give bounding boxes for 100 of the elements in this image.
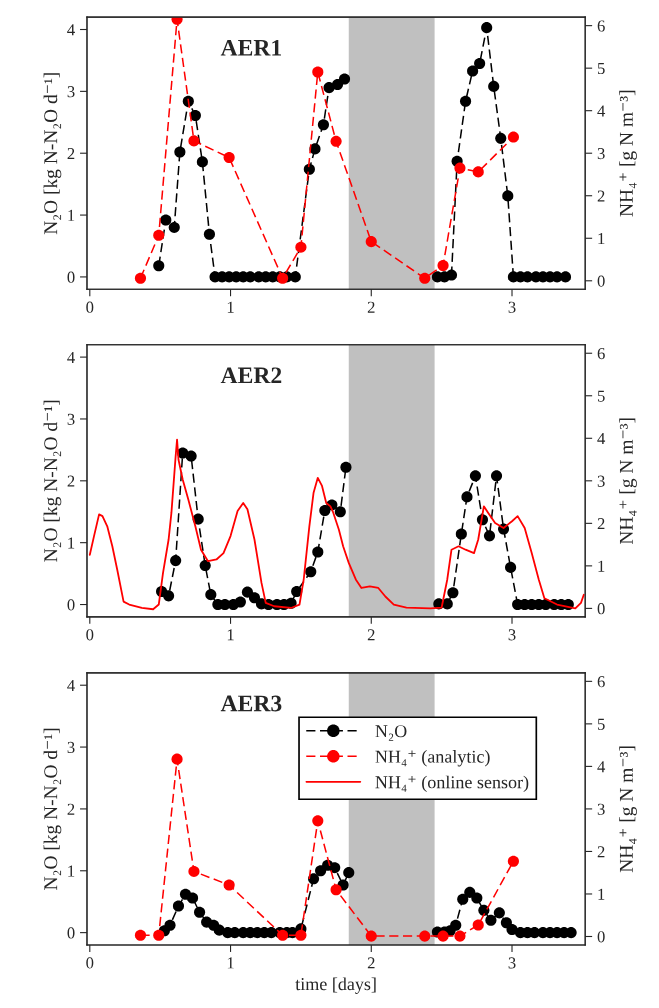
point xyxy=(171,753,183,765)
point xyxy=(308,873,320,885)
point xyxy=(461,491,473,503)
text: AER2 xyxy=(220,367,282,384)
point xyxy=(203,228,215,240)
point xyxy=(317,119,329,131)
point xyxy=(471,892,483,904)
y-tick-label: 4 xyxy=(67,351,75,363)
point xyxy=(331,79,344,91)
y-tick-label: 1 xyxy=(68,537,75,549)
y-tick-label: 4 xyxy=(67,24,75,36)
point xyxy=(507,855,519,867)
point xyxy=(153,929,165,941)
point xyxy=(365,236,377,248)
point xyxy=(464,886,476,898)
point xyxy=(485,914,497,926)
point xyxy=(312,546,324,558)
point xyxy=(460,95,472,107)
point xyxy=(454,930,466,942)
y2-tick-label: 5 xyxy=(597,390,605,402)
point xyxy=(330,135,342,147)
y2-tick-label: 3 xyxy=(597,475,605,487)
legend-label: NH₄⁺ (analytic) xyxy=(375,750,490,767)
point xyxy=(205,589,217,601)
legend-label: NH₄⁺ (online sensor) xyxy=(375,775,529,793)
point xyxy=(365,930,377,942)
y2-tick-label: 4 xyxy=(597,433,606,445)
point xyxy=(223,879,235,891)
point xyxy=(164,919,176,931)
point xyxy=(329,862,341,874)
point xyxy=(343,867,355,879)
point xyxy=(455,528,467,540)
point xyxy=(334,506,346,518)
y2-tick-label: 1 xyxy=(598,888,605,900)
point xyxy=(188,135,200,147)
point xyxy=(234,596,246,608)
point xyxy=(472,919,484,931)
x-tick-label: 3 xyxy=(508,629,516,641)
y2-tick-label: 3 xyxy=(597,803,605,815)
point xyxy=(291,585,303,598)
point xyxy=(312,66,324,78)
legend-label: N₂O xyxy=(375,725,407,741)
y2-tick-label: 0 xyxy=(597,603,605,615)
y2-tick-label: 2 xyxy=(597,190,605,202)
y-tick-label: 3 xyxy=(67,413,75,425)
y-tick-label: 4 xyxy=(67,680,75,691)
point xyxy=(163,590,175,602)
y2-tick-label: 6 xyxy=(597,20,605,32)
point xyxy=(153,260,165,272)
point xyxy=(338,73,351,85)
y2-tick-label: 5 xyxy=(597,63,605,75)
point xyxy=(295,929,307,941)
point xyxy=(168,221,180,233)
point xyxy=(419,272,431,284)
y-tick-label: 3 xyxy=(67,86,75,98)
point xyxy=(493,907,505,919)
y2-tick-label: 1 xyxy=(598,560,605,572)
point xyxy=(457,893,469,905)
point xyxy=(495,132,507,144)
point xyxy=(450,919,462,931)
y2-tick-label: 2 xyxy=(597,846,605,858)
y2-tick-label: 6 xyxy=(597,676,605,688)
y2-tick-label: 3 xyxy=(597,147,605,160)
x-tick-label: 1 xyxy=(227,301,234,313)
point xyxy=(319,504,331,517)
y-tick-label: 2 xyxy=(67,147,75,159)
point xyxy=(196,156,208,168)
y2-tick-label: 4 xyxy=(597,761,606,773)
point xyxy=(194,906,206,918)
x-tick-label: 0 xyxy=(86,957,94,969)
y2-tick-label: 6 xyxy=(597,347,605,360)
x-tick-label: 0 xyxy=(86,629,94,641)
point xyxy=(305,566,317,578)
x-tick-label: 2 xyxy=(367,629,375,641)
x-tick-label: 2 xyxy=(367,957,375,969)
point xyxy=(174,146,186,158)
y-tick-label: 3 xyxy=(67,741,75,754)
y-tick-label: 0 xyxy=(67,599,75,611)
y2-tick-label: 0 xyxy=(597,275,605,287)
y2-tick-label: 1 xyxy=(598,233,605,245)
x-tick-label: 3 xyxy=(508,301,516,313)
point xyxy=(437,259,449,272)
x-tick-label: 1 xyxy=(227,629,234,641)
y2-tick-label: 5 xyxy=(597,718,605,730)
point xyxy=(330,884,342,896)
point xyxy=(483,530,496,542)
y-tick-label: 1 xyxy=(68,209,75,221)
point xyxy=(223,151,235,164)
point xyxy=(469,470,481,482)
text: AER1 xyxy=(220,39,281,56)
y-axis-title: N₂O [kg N-N₂O d⁻¹] xyxy=(43,73,62,235)
y-tick-label: 1 xyxy=(68,865,75,877)
y-axis-title: N₂O [kg N-N₂O d⁻¹] xyxy=(43,728,62,890)
point xyxy=(153,229,165,241)
point xyxy=(295,241,307,253)
point xyxy=(474,57,486,70)
y2-tick-label: 2 xyxy=(597,518,605,530)
y2-axis-title: NH₄⁺ [g N m⁻³] xyxy=(619,746,637,873)
point xyxy=(134,929,147,941)
x-tick-label: 1 xyxy=(227,957,234,969)
